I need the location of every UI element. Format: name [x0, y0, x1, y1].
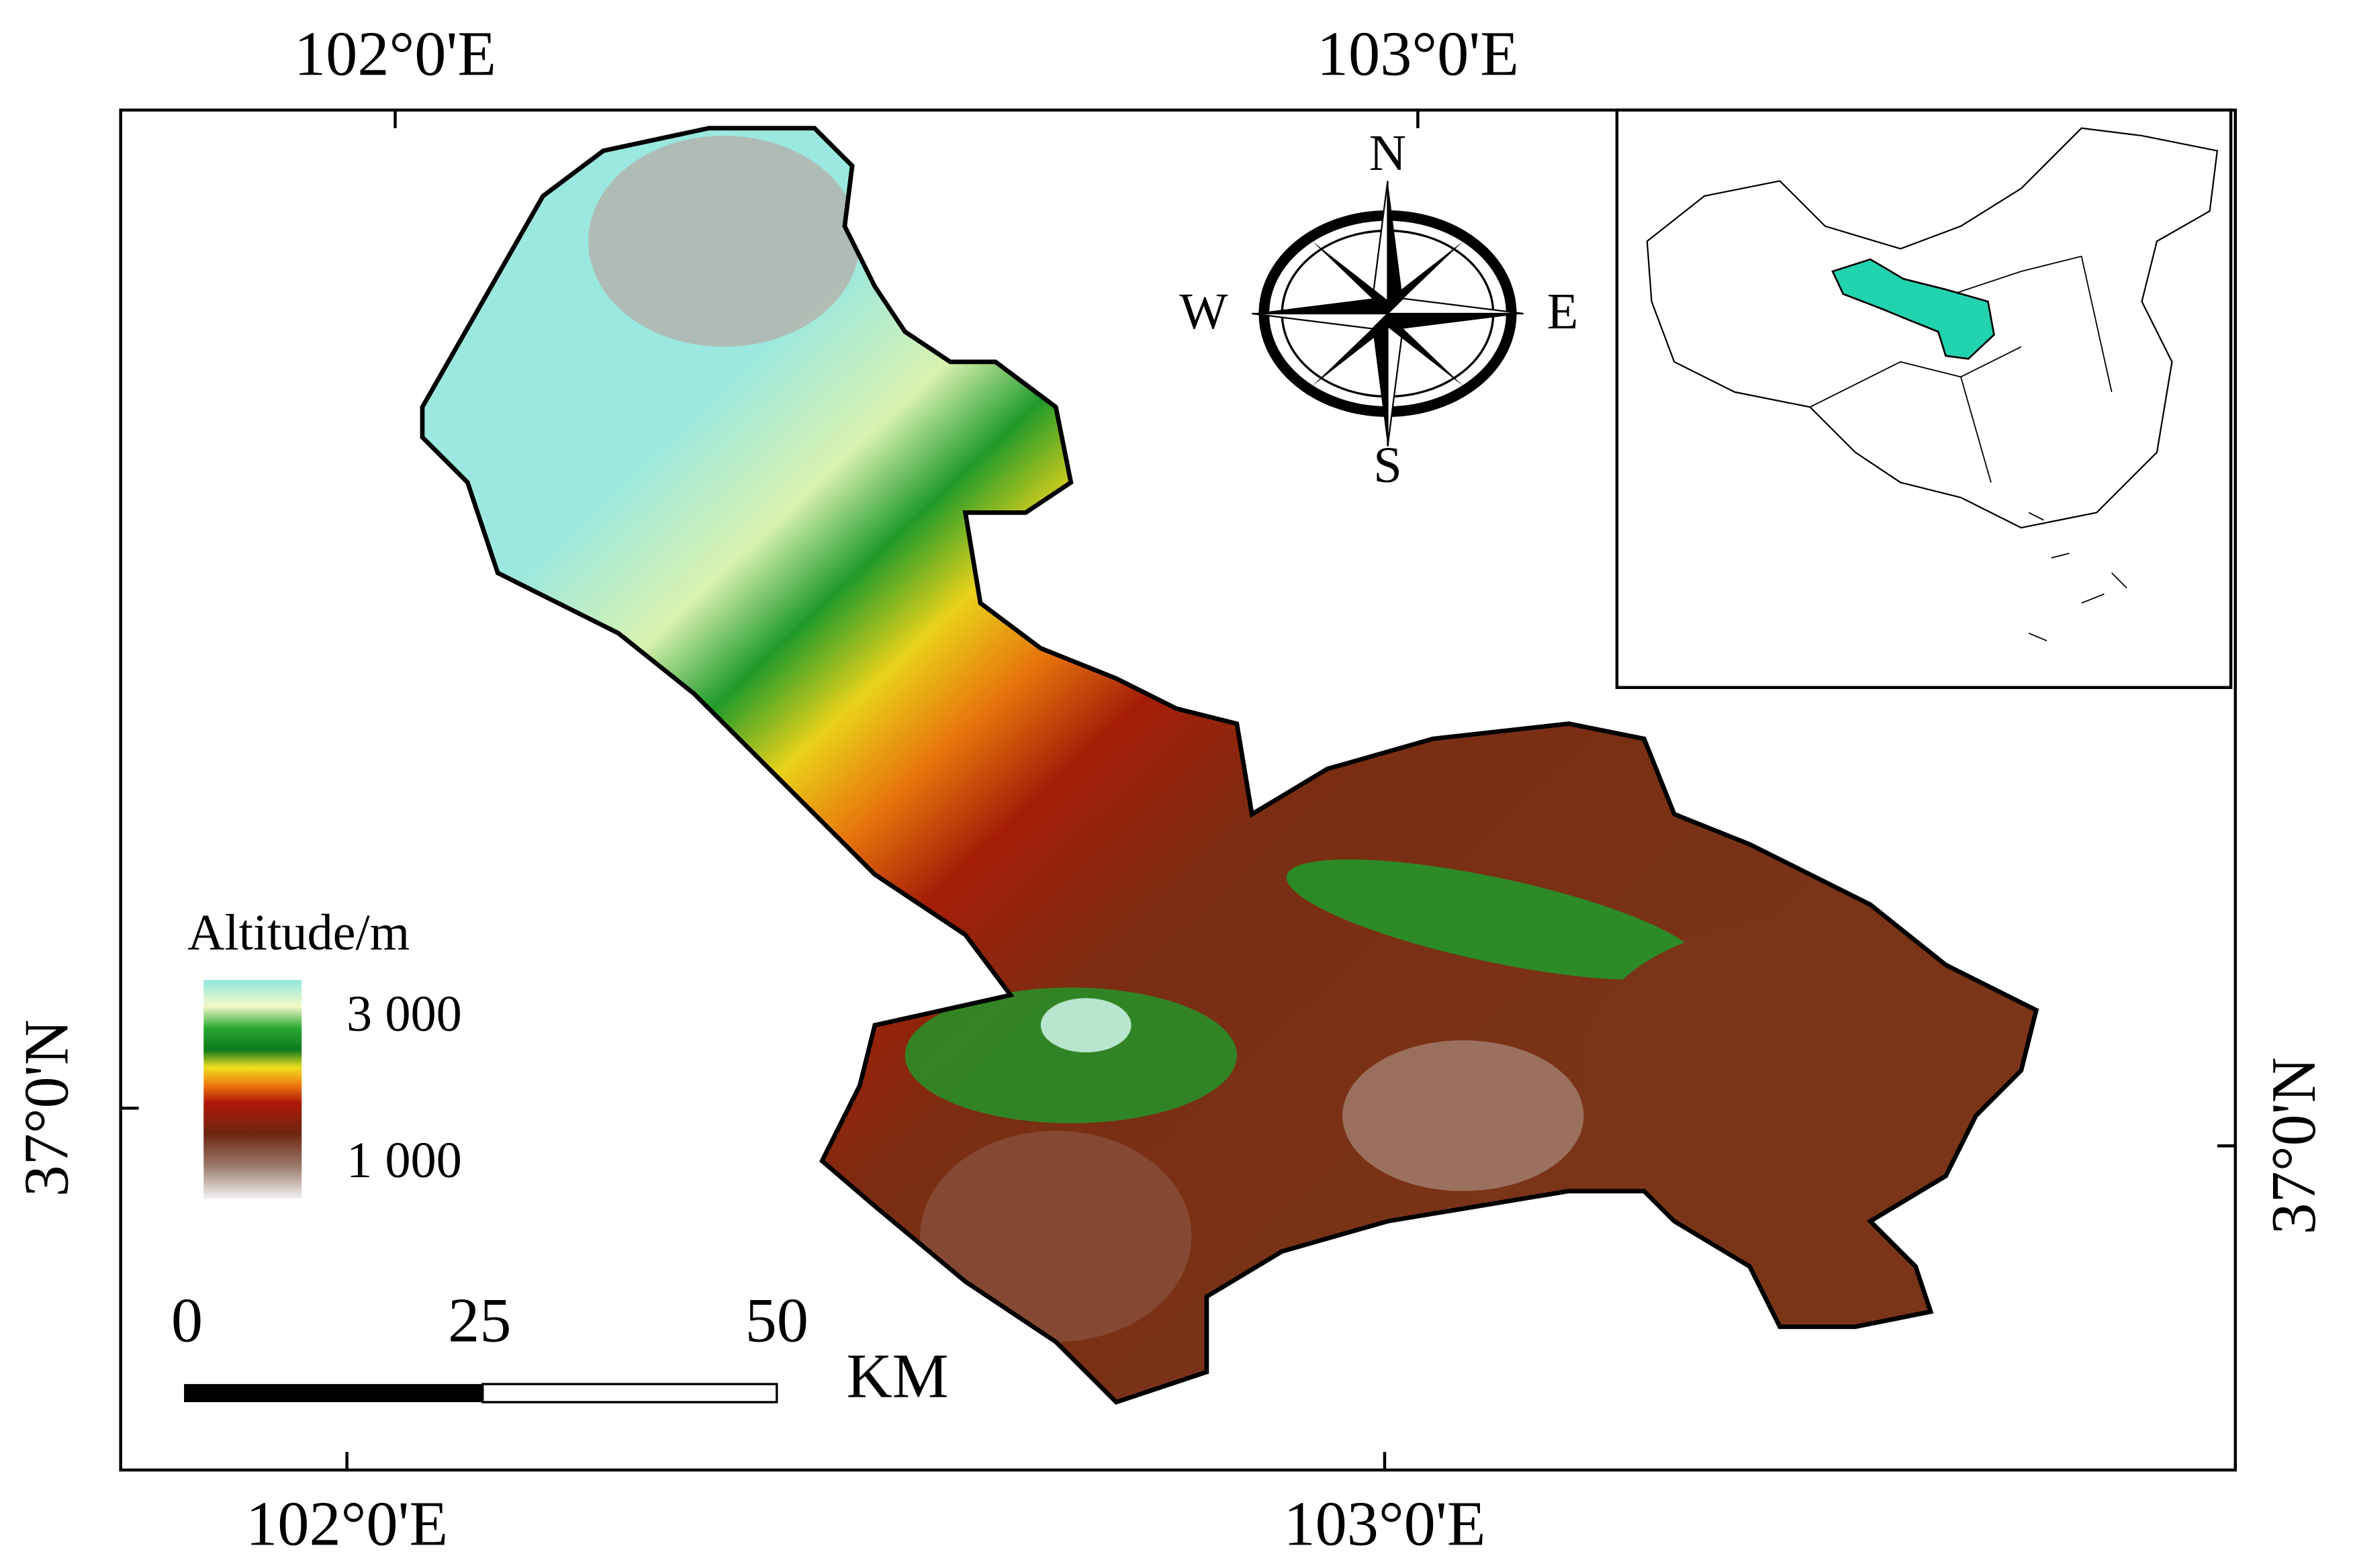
scale-bar-segment	[481, 1383, 778, 1403]
graticule-label: 37°0'N	[11, 1019, 81, 1197]
graticule-label: 37°0'N	[2259, 1057, 2329, 1234]
graticule-label: 102°0'E	[294, 19, 496, 89]
legend-label: 3 000	[347, 985, 462, 1042]
scale-unit: KM	[846, 1341, 948, 1411]
legend-label: 1 000	[347, 1132, 462, 1189]
inset-map	[1615, 108, 2233, 690]
scale-bar-segment	[184, 1384, 483, 1403]
region-boundary	[420, 126, 2039, 1405]
compass-label: S	[1373, 436, 1401, 494]
legend-title: Altitude/m	[187, 904, 410, 961]
compass-label: N	[1369, 124, 1406, 181]
legend-colorbar	[203, 980, 302, 1199]
scale-label: 0	[171, 1285, 203, 1355]
scale-label: 50	[745, 1285, 809, 1355]
graticule-label: 103°0'E	[1283, 1489, 1485, 1559]
compass-label: E	[1547, 283, 1579, 340]
scale-label: 25	[448, 1285, 511, 1355]
compass-label: W	[1179, 283, 1228, 340]
compass-rose	[1252, 181, 1524, 447]
graticule-ticks	[120, 109, 2235, 1471]
graticule-label: 102°0'E	[246, 1489, 448, 1559]
graticule-label: 103°0'E	[1317, 19, 1519, 89]
